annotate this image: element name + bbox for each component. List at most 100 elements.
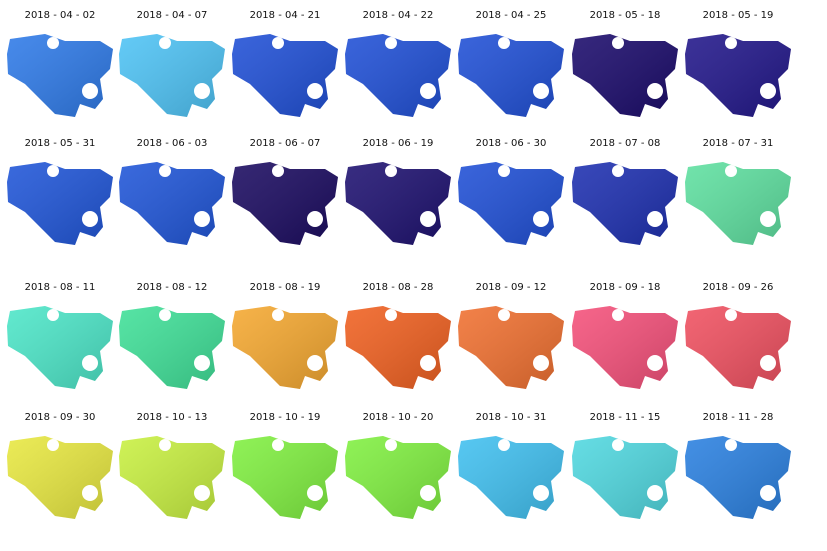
date-label: 2018 - 04 - 21 <box>250 10 321 21</box>
date-label: 2018 - 09 - 30 <box>25 412 96 423</box>
map-panel: 2018 - 06 - 19 <box>345 138 451 245</box>
map <box>685 436 791 519</box>
map <box>119 162 225 245</box>
date-label: 2018 - 11 - 28 <box>703 412 774 423</box>
map <box>232 34 338 117</box>
map-shade <box>685 34 791 117</box>
date-label: 2018 - 06 - 03 <box>137 138 208 149</box>
map-shade <box>685 162 791 245</box>
date-label: 2018 - 05 - 18 <box>590 10 661 21</box>
map-hole <box>420 355 436 371</box>
map-shade <box>345 306 451 389</box>
map-shade <box>685 436 791 519</box>
map-hole <box>760 485 776 501</box>
map-hole <box>612 439 624 451</box>
date-label: 2018 - 08 - 11 <box>25 282 96 293</box>
map-hole <box>533 211 549 227</box>
map-shade <box>119 162 225 245</box>
map <box>572 34 678 117</box>
map-panel: 2018 - 07 - 08 <box>572 138 678 245</box>
map-hole <box>533 485 549 501</box>
date-label: 2018 - 04 - 25 <box>476 10 547 21</box>
date-label: 2018 - 09 - 26 <box>703 282 774 293</box>
map-hole <box>760 355 776 371</box>
map-panel: 2018 - 08 - 12 <box>119 282 225 389</box>
map-hole <box>47 309 59 321</box>
map <box>685 162 791 245</box>
map-hole <box>420 211 436 227</box>
map-hole <box>420 485 436 501</box>
map-hole <box>82 485 98 501</box>
date-label: 2018 - 07 - 08 <box>590 138 661 149</box>
map <box>232 162 338 245</box>
map <box>345 162 451 245</box>
map-panel: 2018 - 09 - 18 <box>572 282 678 389</box>
map <box>119 306 225 389</box>
map <box>232 306 338 389</box>
map <box>119 436 225 519</box>
map-hole <box>194 83 210 99</box>
map <box>458 162 564 245</box>
date-label: 2018 - 09 - 18 <box>590 282 661 293</box>
map <box>7 34 113 117</box>
map-panel: 2018 - 04 - 07 <box>119 10 225 117</box>
map-shade <box>458 162 564 245</box>
map <box>345 306 451 389</box>
map-shade <box>458 306 564 389</box>
map-hole <box>647 83 663 99</box>
map-hole <box>498 37 510 49</box>
map <box>458 34 564 117</box>
map-hole <box>612 309 624 321</box>
date-label: 2018 - 04 - 22 <box>363 10 434 21</box>
date-label: 2018 - 08 - 19 <box>250 282 321 293</box>
map-hole <box>159 439 171 451</box>
map-shade <box>7 34 113 117</box>
map-panel: 2018 - 08 - 28 <box>345 282 451 389</box>
map-shade <box>7 162 113 245</box>
map-panel: 2018 - 11 - 15 <box>572 412 678 519</box>
map-hole <box>385 439 397 451</box>
map-shade <box>345 162 451 245</box>
map-panel: 2018 - 10 - 31 <box>458 412 564 519</box>
map-shade <box>345 436 451 519</box>
map-hole <box>272 309 284 321</box>
map-hole <box>725 37 737 49</box>
map-shade <box>685 306 791 389</box>
map-shade <box>119 436 225 519</box>
map-panel: 2018 - 10 - 20 <box>345 412 451 519</box>
date-label: 2018 - 05 - 31 <box>25 138 96 149</box>
date-label: 2018 - 10 - 19 <box>250 412 321 423</box>
map-panel: 2018 - 08 - 11 <box>7 282 113 389</box>
map <box>685 306 791 389</box>
map <box>572 436 678 519</box>
map <box>119 34 225 117</box>
date-label: 2018 - 04 - 07 <box>137 10 208 21</box>
map-shade <box>572 162 678 245</box>
map-hole <box>307 211 323 227</box>
map-hole <box>47 37 59 49</box>
map-hole <box>82 355 98 371</box>
map-hole <box>647 355 663 371</box>
map-panel: 2018 - 04 - 22 <box>345 10 451 117</box>
map-shade <box>572 436 678 519</box>
map-hole <box>272 37 284 49</box>
map-hole <box>612 37 624 49</box>
date-label: 2018 - 05 - 19 <box>703 10 774 21</box>
map-panel: 2018 - 04 - 02 <box>7 10 113 117</box>
map-panel: 2018 - 05 - 31 <box>7 138 113 245</box>
map-shade <box>119 306 225 389</box>
date-label: 2018 - 06 - 07 <box>250 138 321 149</box>
map-hole <box>647 211 663 227</box>
map-hole <box>533 355 549 371</box>
map-shade <box>7 436 113 519</box>
map <box>7 306 113 389</box>
map-shade <box>232 306 338 389</box>
map-panel: 2018 - 07 - 31 <box>685 138 791 245</box>
map <box>345 34 451 117</box>
date-label: 2018 - 08 - 12 <box>137 282 208 293</box>
map-shade <box>572 34 678 117</box>
map-hole <box>307 83 323 99</box>
map-hole <box>159 37 171 49</box>
map-hole <box>194 211 210 227</box>
map-shade <box>232 162 338 245</box>
